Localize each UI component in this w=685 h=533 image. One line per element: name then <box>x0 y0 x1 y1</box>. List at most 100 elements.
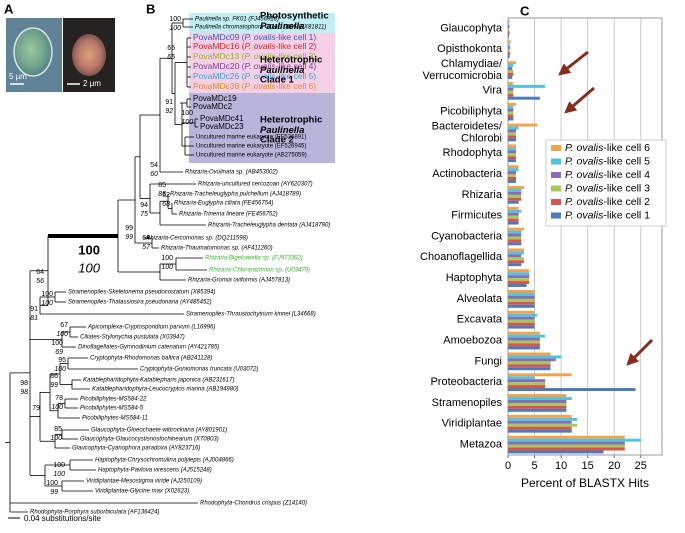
y-tick-label: Glaucophyta <box>440 22 503 34</box>
bar <box>508 87 514 91</box>
bootstrap: 91 <box>165 99 173 106</box>
bootstrap: 85 <box>158 182 166 189</box>
bootstrap: 100 <box>181 119 193 126</box>
bar <box>508 43 510 47</box>
bar <box>508 96 540 100</box>
bar <box>508 81 514 85</box>
bar <box>508 334 546 338</box>
bar <box>508 269 530 273</box>
bar <box>508 319 535 323</box>
bar <box>508 358 556 362</box>
bar <box>508 239 522 243</box>
bar <box>508 278 530 282</box>
bootstrap: 100 <box>51 404 63 411</box>
bootstrap: 85 <box>54 426 62 433</box>
bar <box>508 295 535 299</box>
legend-label: P. ovalis-like cell 2 <box>565 196 650 208</box>
bar <box>508 159 516 163</box>
x-tick-label: 25 <box>635 460 647 472</box>
bar <box>508 144 516 148</box>
bootstrap: 92 <box>165 108 173 115</box>
bar <box>508 174 516 178</box>
taxon-label: Katablepharidophyta-Leucocryptos marina … <box>92 387 238 393</box>
x-tick-label: 20 <box>608 460 620 472</box>
bootstrap: 60 <box>150 171 158 178</box>
bootstrap: 85 <box>158 191 166 198</box>
y-tick-label: Fungi <box>474 355 502 367</box>
bar <box>508 337 540 341</box>
taxon-label: PovaMDc20 (P. ovalis-like cell 4) <box>193 61 316 71</box>
legend-swatch <box>551 185 561 192</box>
bar <box>508 206 519 210</box>
bootstrap: 100 <box>161 255 173 262</box>
bar <box>508 367 551 371</box>
bar <box>508 40 511 44</box>
taxon-label: Haptophyta-Pavlova virescens (AJ515248) <box>98 468 212 474</box>
taxon-label: Glaucophyta-Glaucocystisnostochinearum (… <box>80 437 219 443</box>
arrow <box>558 50 589 76</box>
clade-label: Photosynthetic <box>260 11 329 22</box>
clade-box <box>189 13 335 33</box>
taxon-label: Ciliates-Stylonychia pustulata (X03947) <box>80 335 185 341</box>
bar <box>508 111 514 115</box>
bar <box>508 388 636 392</box>
legend-box <box>545 139 667 227</box>
clade-label: Paulinella <box>260 21 304 32</box>
taxon-label: Uncultured marine eukaryote (EF526945) <box>196 144 306 150</box>
bar <box>508 61 516 65</box>
y-tick-label: Rhizaria <box>462 189 503 201</box>
bootstrap: 75 <box>140 211 148 218</box>
bar <box>508 301 535 305</box>
taxon-label: Picobiliphytes-MS584-11 <box>82 416 148 422</box>
bar <box>508 34 510 38</box>
bootstrap: 100 <box>46 480 58 487</box>
legend-swatch <box>551 172 561 178</box>
taxon-label: Rhizaria-Cercomonas sp. (DQ211598) <box>146 236 248 242</box>
taxon-label: Haptophyta-Chrysochromulina polylepis (A… <box>95 458 234 464</box>
bar <box>508 400 567 403</box>
bootstrap: 64 <box>142 235 150 242</box>
bootstrap: 98 <box>20 389 28 396</box>
bar <box>508 138 516 142</box>
legend-swatch <box>551 145 561 151</box>
taxon-label: Katablepharidophyta-Katablepharis japoni… <box>83 378 234 384</box>
bar <box>508 129 516 133</box>
bootstrap: 79 <box>32 405 40 412</box>
bar <box>508 22 510 26</box>
y-tick-label: Choanoflagellida <box>420 251 503 263</box>
y-tick-label: Metazoa <box>460 439 503 451</box>
taxon-label: Rhizaria-Tracheleuglypha pulchellum (AJ4… <box>170 192 301 198</box>
bootstrap: 68 <box>162 201 170 208</box>
bootstrap: 65 <box>167 54 175 61</box>
bar <box>508 64 514 68</box>
bar <box>508 385 546 389</box>
bar <box>508 352 551 356</box>
bar <box>508 108 514 112</box>
taxon-label: Viridiplantae-Glycine max (X02623) <box>95 489 189 495</box>
clade-label: Heterotrophic <box>260 115 322 126</box>
bar <box>508 254 522 258</box>
bootstrap: 100 <box>169 25 181 32</box>
scale-label: 0.04 substitutions/site <box>24 514 101 523</box>
bootstrap: 64 <box>36 269 44 276</box>
bar <box>508 316 535 320</box>
bar <box>508 209 522 213</box>
bar <box>508 194 522 198</box>
bar <box>508 102 516 106</box>
y-tick-label: Haptophyta <box>446 272 503 284</box>
bootstrap: 99 <box>50 489 58 496</box>
taxon-label: Rhizaria-Euglypha ciliata (FE456754) <box>174 201 273 207</box>
bootstrap: 100 <box>41 300 53 307</box>
bootstrap: 99 <box>125 225 133 232</box>
bar <box>508 444 625 448</box>
bar <box>508 414 572 418</box>
bar <box>508 293 535 296</box>
bar <box>508 447 625 451</box>
bar <box>508 114 514 118</box>
bar <box>508 257 524 261</box>
y-tick-label: Excavata <box>457 314 503 326</box>
clade-label: Heterotrophic <box>260 55 322 66</box>
y-tick-label: Bacteroidetes/Chlorobi <box>432 120 503 144</box>
